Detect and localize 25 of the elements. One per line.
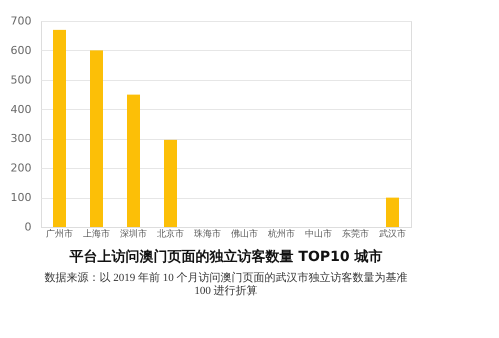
x-tick-label: 武汉市 <box>379 228 406 240</box>
y-tick-label: 600 <box>10 44 32 57</box>
y-tick-label: 400 <box>10 102 32 116</box>
bar <box>90 50 103 227</box>
x-tick-label: 深圳市 <box>120 228 147 240</box>
bar <box>386 198 399 227</box>
bar <box>127 94 140 227</box>
x-tick-label: 珠海市 <box>194 228 221 240</box>
x-tick-label: 北京市 <box>157 228 184 240</box>
y-tick-label: 0 <box>24 220 32 234</box>
source-note: 数据来源：以 2019 年前 10 个月访问澳门页面的武汉市独立访客数量为基准 100 进行折算 <box>44 271 408 297</box>
y-tick-label: 700 <box>10 14 32 28</box>
y-tick-label: 300 <box>10 132 32 146</box>
text: 平台上访问澳门页面的独立访客数量 TOP10 城市 <box>68 248 382 265</box>
x-tick-label: 中山市 <box>305 228 332 240</box>
bar <box>164 140 177 227</box>
x-tick-label: 上海市 <box>83 228 110 240</box>
y-tick-label: 100 <box>10 191 32 204</box>
y-tick-label: 200 <box>10 162 32 175</box>
x-tick-label: 广州市 <box>46 228 73 240</box>
x-tick-label: 佛山市 <box>231 228 258 240</box>
x-tick-label: 杭州市 <box>267 228 295 240</box>
bar <box>53 30 66 227</box>
x-tick-label: 东莞市 <box>342 228 369 240</box>
y-tick-label: 500 <box>10 73 32 86</box>
